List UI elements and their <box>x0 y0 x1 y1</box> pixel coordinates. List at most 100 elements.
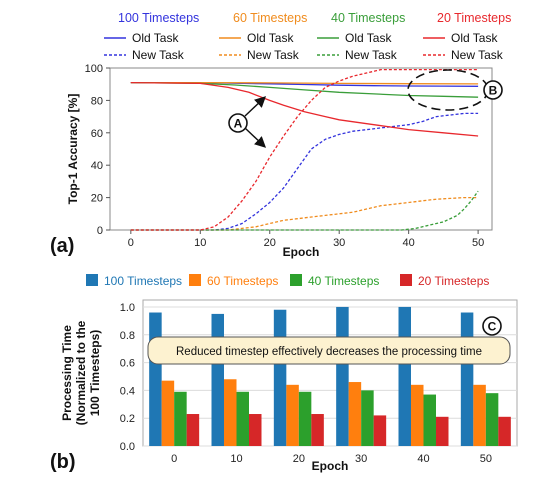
panel-b-x-tick-label: 40 <box>417 453 429 465</box>
legend-group-title: 40 Timesteps <box>331 11 405 25</box>
bar-100-timesteps-epoch-0 <box>149 312 162 446</box>
bar-40-timesteps-epoch-0 <box>174 391 187 446</box>
panel-a-x-tick-label: 50 <box>472 237 484 249</box>
panel-a-y-tick-label: 60 <box>91 128 103 140</box>
bar-100-timesteps-epoch-20 <box>273 309 287 446</box>
legend-label: 40 Timesteps <box>308 274 379 288</box>
panel-a-y-tick-label: 0 <box>97 225 103 237</box>
bar-60-timesteps-epoch-50 <box>473 384 486 446</box>
panel-a-y-tick-label: 20 <box>91 193 103 205</box>
bar-100-timesteps-epoch-40 <box>398 306 411 446</box>
bar-20-timesteps-epoch-20 <box>311 414 324 446</box>
legend-old-task-label: Old Task <box>132 31 179 45</box>
panel-a-x-tick-label: 0 <box>128 237 134 249</box>
legend-swatch <box>189 274 201 286</box>
bar-60-timesteps-epoch-30 <box>348 382 362 446</box>
panel-b-panel-label: (b) <box>50 451 76 473</box>
panel-a-legend: 100 Timesteps Old Task New Task 60 Timestep… <box>104 11 511 62</box>
panel-b-y-tick-label: 0.8 <box>120 330 135 342</box>
panel-b-x-tick-label: 0 <box>171 453 177 465</box>
panel-a-line-chart: 100 Timesteps Old Task New Task 60 Timestep… <box>50 11 511 259</box>
legend-label: 20 Timesteps <box>418 274 489 288</box>
legend-label: 60 Timesteps <box>207 274 278 288</box>
panel-a-x-tick-label: 40 <box>403 237 415 249</box>
panel-b-y-tick-label: 0.0 <box>120 441 135 453</box>
annotation-c-circle <box>482 316 502 336</box>
annotation-a-arrow-upper <box>244 96 267 117</box>
panel-a-x-tick-label: 20 <box>264 237 276 249</box>
legend-swatch <box>86 274 98 286</box>
panel-b-x-tick-label: 30 <box>355 453 367 465</box>
panel-b-y-tick-label: 0.2 <box>120 413 135 425</box>
annotation-a-arrow-lower <box>244 127 267 148</box>
panel-b-x-tick-label: 50 <box>480 453 492 465</box>
panel-a-y-tick-label: 40 <box>91 160 103 172</box>
bar-20-timesteps-epoch-50 <box>498 416 511 446</box>
annotation-c-label: C <box>488 320 497 334</box>
series-line-20-old-task <box>130 81 479 137</box>
panel-a-y-ticks: 0 20 40 60 80 100 <box>85 63 110 237</box>
panel-a-y-tick-label: 80 <box>91 95 103 107</box>
bar-20-timesteps-epoch-30 <box>373 415 387 446</box>
panel-b-y-label-line: 100 Timesteps) <box>88 330 102 417</box>
panel-b-bar-chart: 100 Timesteps 60 Timesteps 40 Timesteps 20 … <box>50 274 518 473</box>
bar-100-timesteps-epoch-50 <box>460 312 474 446</box>
legend-new-task-label: New Task <box>451 48 504 62</box>
legend-new-task-label: New Task <box>247 48 300 62</box>
annotation-a: A <box>228 96 267 148</box>
annotation-b-circle <box>483 80 503 100</box>
bar-100-timesteps-epoch-30 <box>336 306 349 446</box>
panel-a-y-tick-label: 100 <box>85 63 103 75</box>
panel-b-y-ticks: 0.0 0.2 0.4 0.6 0.8 1.0 <box>120 302 135 453</box>
panel-a-x-ticks: 0 10 20 30 40 50 <box>128 230 484 249</box>
bar-20-timesteps-epoch-10 <box>249 414 262 446</box>
bar-40-timesteps-epoch-30 <box>361 390 374 446</box>
bar-60-timesteps-epoch-0 <box>161 380 175 446</box>
legend-old-task-label: Old Task <box>345 31 392 45</box>
bar-100-timesteps-epoch-10 <box>211 313 224 446</box>
legend-swatch <box>400 274 412 286</box>
panel-b-y-tick-label: 1.0 <box>120 302 135 314</box>
panel-b-x-ticks: 0 10 20 30 40 50 <box>171 453 492 465</box>
series-line-40-old-task <box>130 81 479 98</box>
annotation-a-circle <box>228 113 248 133</box>
bar-60-timesteps-epoch-20 <box>286 384 299 446</box>
bar-40-timesteps-epoch-40 <box>423 394 436 446</box>
panel-b-x-label: Epoch <box>312 459 349 473</box>
annotation-c-box <box>147 336 511 365</box>
panel-b-y-label-line: Processing Time <box>60 325 74 421</box>
panel-b-y-tick-label: 0.6 <box>120 358 135 370</box>
series-line-60-old-task <box>130 81 479 85</box>
bar-40-timesteps-epoch-20 <box>298 391 312 446</box>
legend-group-title: 60 Timesteps <box>233 11 307 25</box>
panel-b-y-label-line: (Normalized to the <box>74 320 88 425</box>
panel-b-y-label: Processing Time(Normalized to the100 Tim… <box>60 320 102 425</box>
legend-group-title: 20 Timesteps <box>437 11 511 25</box>
panel-a-panel-label: (a) <box>50 235 74 257</box>
legend-new-task-label: New Task <box>345 48 398 62</box>
panel-a-y-label: Top-1 Accuracy [%] <box>66 94 80 205</box>
series-line-40-new-task <box>130 190 479 231</box>
bar-20-timesteps-epoch-40 <box>436 416 449 446</box>
annotation-b: B <box>407 69 503 111</box>
panel-b-bars <box>149 306 511 446</box>
panel-a-series <box>130 68 479 231</box>
legend-group-title: 100 Timesteps <box>118 11 199 25</box>
panel-a-x-tick-label: 30 <box>333 237 345 249</box>
series-line-20-new-task <box>130 68 479 231</box>
series-line-60-new-task <box>130 196 479 231</box>
legend-swatch <box>290 274 302 286</box>
panel-a-plot-frame <box>109 67 493 231</box>
legend-old-task-label: Old Task <box>247 31 294 45</box>
bar-60-timesteps-epoch-10 <box>224 379 237 446</box>
panel-a-x-label: Epoch <box>283 245 320 259</box>
annotation-c-text: Reduced timestep effectively decreases t… <box>176 346 482 358</box>
bar-40-timesteps-epoch-10 <box>236 391 249 446</box>
legend-new-task-label: New Task <box>132 48 185 62</box>
bar-40-timesteps-epoch-50 <box>485 393 499 446</box>
panel-a-x-tick-label: 10 <box>194 237 206 249</box>
annotation-a-label: A <box>234 117 243 131</box>
panel-b-legend: 100 Timesteps 60 Timesteps 40 Timesteps 20 … <box>86 274 489 288</box>
bar-60-timesteps-epoch-40 <box>411 384 424 446</box>
panel-b-x-tick-label: 10 <box>230 453 242 465</box>
